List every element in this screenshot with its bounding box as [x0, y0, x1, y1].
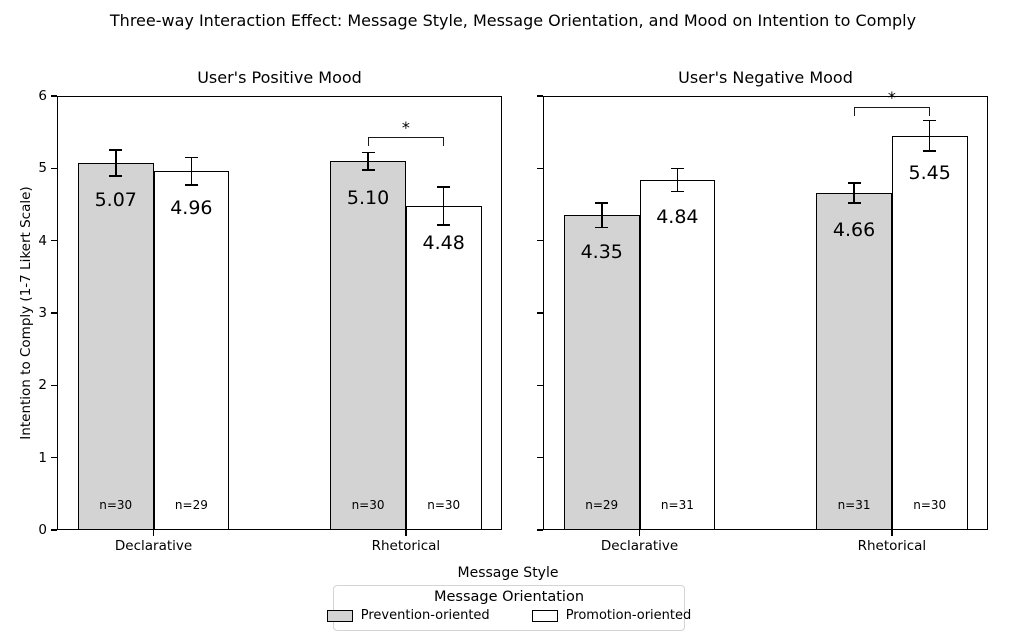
y-tick-label: 2 — [38, 377, 47, 394]
x-tick-label: Declarative — [114, 538, 193, 554]
error-bar-cap — [361, 151, 375, 154]
sample-size-label: n=31 — [837, 498, 871, 512]
legend: Message Orientation Prevention-oriented P… — [326, 585, 691, 631]
y-tick-mark — [537, 239, 543, 242]
sample-size-label: n=29 — [174, 498, 208, 512]
panel-title: User's Negative Mood — [678, 68, 853, 87]
error-bar-cap — [923, 150, 937, 152]
legend-title: Message Orientation — [433, 589, 585, 605]
bar — [816, 192, 892, 530]
y-tick-mark — [537, 384, 543, 387]
error-bar-cap — [437, 223, 451, 226]
bar-value-label: 4.66 — [832, 218, 876, 241]
y-tick-label: 0 — [38, 522, 47, 538]
significance-bracket — [854, 106, 930, 116]
bar — [77, 163, 154, 530]
x-tick-mark — [152, 530, 155, 536]
error-bar-cap — [595, 202, 609, 204]
bar — [153, 171, 230, 530]
panel-title: User's Positive Mood — [197, 68, 362, 87]
legend-entry: Prevention-oriented — [326, 608, 490, 623]
error-bar-cap — [670, 167, 684, 170]
y-tick-mark — [51, 312, 57, 314]
error-bar-line — [442, 187, 445, 225]
bar-value-label: 4.35 — [580, 241, 623, 264]
y-tick-mark — [537, 456, 543, 459]
error-bar-line — [190, 157, 193, 185]
legend-entry-label: Prevention-oriented — [360, 608, 490, 623]
x-tick-mark — [638, 530, 641, 536]
error-bar-cap — [184, 156, 198, 159]
error-bar-cap — [847, 202, 861, 204]
x-tick-mark — [405, 530, 407, 536]
y-tick-mark — [51, 239, 57, 242]
legend-entries: Prevention-oriented Promotion-oriented — [326, 608, 691, 623]
y-tick-mark — [537, 312, 543, 314]
legend-entry: Promotion-oriented — [531, 608, 692, 623]
figure-title: Three-way Interaction Effect: Message St… — [109, 11, 917, 30]
y-tick-label: 5 — [38, 160, 47, 177]
sample-size-label: n=29 — [585, 498, 619, 512]
error-bar-line — [853, 182, 855, 204]
sample-size-label: n=30 — [427, 498, 461, 512]
error-bar-cap — [184, 184, 198, 186]
bar-value-label: 4.96 — [170, 197, 213, 220]
significance-star: * — [401, 118, 410, 138]
y-tick-mark — [51, 529, 57, 531]
sample-size-label: n=30 — [99, 498, 133, 512]
x-tick-label: Declarative — [600, 538, 679, 554]
bar-value-label: 4.48 — [422, 231, 465, 254]
error-bar-line — [367, 152, 369, 170]
error-bar-line — [600, 203, 603, 228]
x-tick-label: Rhetorical — [371, 538, 441, 554]
y-tick-label: 1 — [38, 449, 47, 466]
y-tick-mark — [537, 529, 543, 531]
error-bar-cap — [595, 226, 609, 229]
bar-value-label: 4.84 — [656, 205, 699, 228]
y-tick-mark — [51, 456, 57, 459]
error-bar-line — [114, 150, 117, 177]
bar-value-label: 5.45 — [908, 161, 951, 184]
y-tick-mark — [51, 95, 57, 97]
y-tick-label: 6 — [38, 88, 47, 104]
error-bar-cap — [847, 182, 861, 184]
error-bar-line — [928, 120, 931, 151]
significance-bracket — [368, 137, 444, 147]
bar — [891, 135, 968, 530]
x-axis-label: Message Style — [457, 565, 559, 581]
error-bar-cap — [437, 186, 451, 188]
legend-swatch — [326, 609, 353, 622]
y-tick-mark — [51, 384, 57, 387]
x-tick-mark — [891, 530, 893, 536]
error-bar-cap — [361, 168, 375, 171]
legend-swatch — [531, 609, 558, 622]
x-tick-label: Rhetorical — [857, 538, 927, 554]
y-tick-mark — [51, 167, 57, 170]
y-tick-mark — [537, 167, 543, 170]
bar-value-label: 5.07 — [94, 189, 137, 212]
significance-star: * — [887, 87, 896, 107]
sample-size-label: n=30 — [913, 498, 947, 512]
bar-value-label: 5.10 — [346, 187, 390, 210]
error-bar-cap — [923, 119, 937, 122]
sample-size-label: n=31 — [660, 498, 694, 512]
y-tick-mark — [537, 95, 543, 97]
y-tick-label: 4 — [38, 232, 47, 249]
sample-size-label: n=30 — [351, 498, 385, 512]
legend-entry-label: Promotion-oriented — [565, 608, 692, 623]
bar — [330, 161, 406, 530]
error-bar-cap — [109, 149, 123, 152]
error-bar-cap — [670, 190, 684, 193]
y-tick-label: 3 — [38, 305, 47, 321]
error-bar-cap — [109, 175, 123, 178]
bar — [405, 205, 482, 530]
bar — [639, 179, 716, 530]
error-bar-line — [676, 168, 679, 192]
